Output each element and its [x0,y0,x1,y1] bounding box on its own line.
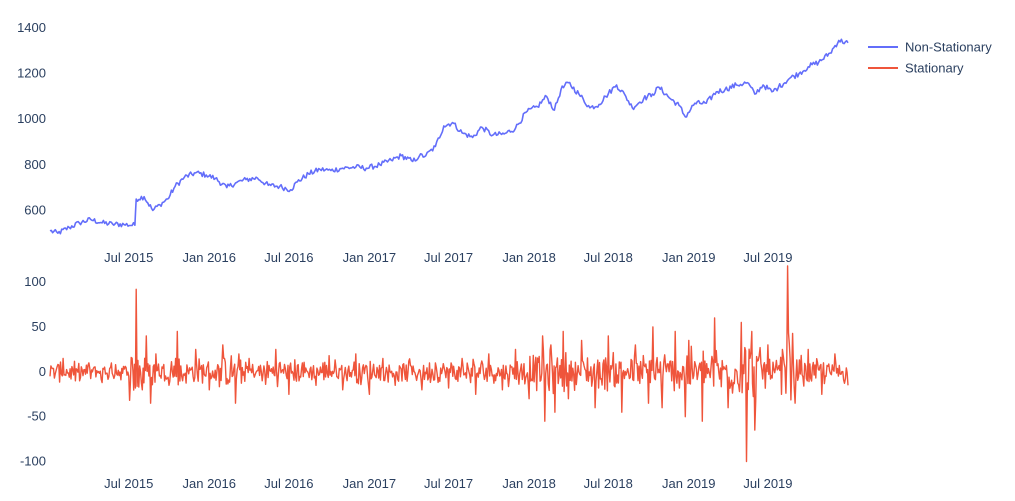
x-tick-label: Jan 2019 [662,476,716,491]
x-tick-label: Jan 2017 [343,250,397,265]
top-subplot: 600 800 1000 1200 1400 Jul 2015 Jan 2016 Jul 20… [17,20,849,265]
y-tick-label: -100 [20,454,46,469]
x-tick-label: Jul 2018 [584,476,633,491]
y-tick-label: 0 [39,364,46,379]
x-tick-label: Jul 2019 [743,250,792,265]
y-tick-label: 100 [24,274,46,289]
legend-item[interactable]: Non-Stationary [868,40,992,55]
x-tick-label: Jul 2016 [264,250,313,265]
x-tick-label: Jul 2016 [264,476,313,491]
series-line-stationary [49,265,849,463]
series-line-non-stationary [49,38,849,235]
legend: Non-Stationary Stationary [868,40,992,76]
x-tick-label: Jul 2018 [584,250,633,265]
x-tick-label: Jan 2019 [662,250,716,265]
x-tick-label: Jan 2016 [183,250,237,265]
x-tick-label: Jul 2017 [424,476,473,491]
legend-item[interactable]: Stationary [868,61,964,76]
bottom-subplot: -100 -50 0 50 100 Jul 2015 Jan 2016 Jul 2016 Jan… [20,265,849,491]
y-tick-label: 800 [24,157,46,172]
x-tick-label: Jul 2017 [424,250,473,265]
y-tick-label: -50 [27,409,46,424]
y-tick-label: 1000 [17,111,46,126]
y-tick-label: 600 [24,202,46,217]
y-tick-label: 50 [32,319,46,334]
y-tick-label: 1400 [17,20,46,35]
x-tick-label: Jul 2015 [104,476,153,491]
x-tick-label: Jan 2016 [183,476,237,491]
x-tick-label: Jul 2015 [104,250,153,265]
x-tick-label: Jan 2017 [343,476,397,491]
x-tick-label: Jan 2018 [502,476,556,491]
x-tick-label: Jan 2018 [502,250,556,265]
legend-label: Stationary [905,61,964,76]
x-tick-label: Jul 2019 [743,476,792,491]
y-tick-label: 1200 [17,66,46,81]
legend-label: Non-Stationary [905,40,992,55]
